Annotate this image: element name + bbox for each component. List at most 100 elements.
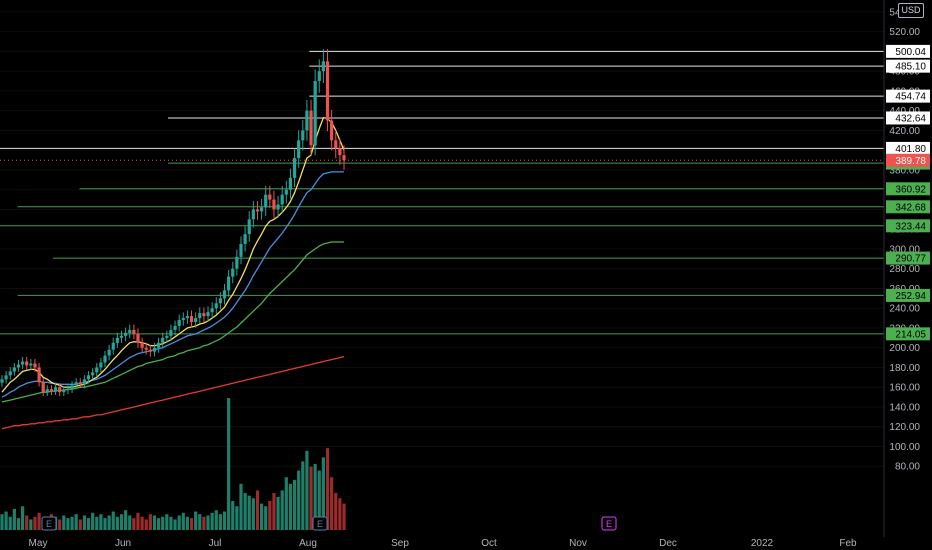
candle-body [239,244,243,257]
volume-bar [82,515,87,530]
candle-body [107,349,111,356]
candle-body [194,318,198,323]
y-tick-label: 100.00 [889,442,920,453]
candle-body [33,363,37,368]
volume-bar [198,514,202,530]
volume-bar [284,477,288,530]
candle-body [37,367,41,383]
level-label: 432.64 [895,113,926,124]
volume-bar [210,512,214,530]
volume-bar [136,512,140,530]
volume-bar [309,466,313,530]
candles [0,49,346,396]
volume-bar [152,515,157,530]
earnings-marker-box [312,516,328,531]
volume-bar [148,514,152,530]
volume-bar [66,518,70,530]
volume-bar [255,490,260,530]
volume-bar [227,398,231,530]
volume-bar [334,493,338,530]
earnings-marker-box [41,516,57,531]
volume-bar [288,483,293,530]
y-tick-label: 240.00 [889,304,920,315]
volume-bar [119,514,124,530]
x-tick-label: Dec [659,538,677,549]
volume-bar [239,483,243,530]
x-tick-label: Nov [569,538,587,549]
candle-body [297,140,301,159]
candle-body [206,312,210,317]
volume-bar [91,512,95,530]
volume-bar [58,519,62,530]
y-tick-label: 520.00 [889,27,920,38]
level-label: 323.44 [895,221,926,232]
y-tick-label: 140.00 [889,402,920,413]
volume-bar [74,514,78,530]
volume-bar [169,516,173,530]
candle-body [95,367,99,373]
candle-body [99,362,103,368]
volume-bar [181,512,185,530]
volume-bar [264,506,268,530]
candle-body [53,387,58,392]
candle-body [21,361,25,365]
volume-bar [78,519,82,530]
candle-body [119,335,124,338]
candle-body [115,337,119,343]
volume-bar [140,516,144,530]
volume-bar [325,448,330,530]
level-label-bg [886,59,930,73]
candle-body [0,379,4,383]
candle-body [70,385,74,390]
level-label: 500.04 [895,47,926,58]
volume-bar [231,500,235,530]
earnings-marker-box [601,516,617,531]
volume-bar [4,511,8,530]
ma-line [1,116,345,393]
candle-body [152,347,157,352]
volume-bar [297,470,301,530]
currency-badge[interactable]: USD [898,3,924,18]
candle-body [29,363,33,366]
candle-body [45,389,49,393]
candle-body [177,320,181,326]
volume-bar [259,503,264,530]
candle-body [235,256,239,269]
candle-body [111,342,115,350]
candle-body [280,194,284,205]
candle-body [78,382,82,385]
level-label: 214.05 [895,329,926,340]
volume-bar [330,477,334,530]
volume-bar [218,514,222,530]
level-label-bg [886,182,930,196]
candle-body [161,337,165,343]
y-tick-label: 160.00 [889,383,920,394]
y-tick-label: 300.00 [889,244,920,255]
level-label-bg [886,327,930,341]
candle-body [148,349,152,352]
y-tick-label: 180.00 [889,363,920,374]
candle-body [334,140,338,149]
candle-body [124,332,128,336]
candle-body [128,329,132,333]
candle-body [292,158,297,178]
level-label: 454.74 [895,92,926,103]
volume-bar [301,461,305,530]
ma-line [1,171,344,398]
candle-body [12,367,16,372]
volume-bar [165,514,169,530]
x-tick-label: Aug [299,538,317,549]
y-tick-label: 420.00 [889,126,920,137]
volume-bar [206,515,210,530]
volume-bar [33,516,37,530]
volume-bar [189,518,194,530]
volume-bar [70,516,74,530]
candle-body [185,316,190,319]
level-label-bg [886,44,930,58]
x-tick-label: Sep [391,538,409,549]
volume-bar [292,479,297,530]
horizontal-levels [0,50,884,335]
candle-body [272,199,276,210]
